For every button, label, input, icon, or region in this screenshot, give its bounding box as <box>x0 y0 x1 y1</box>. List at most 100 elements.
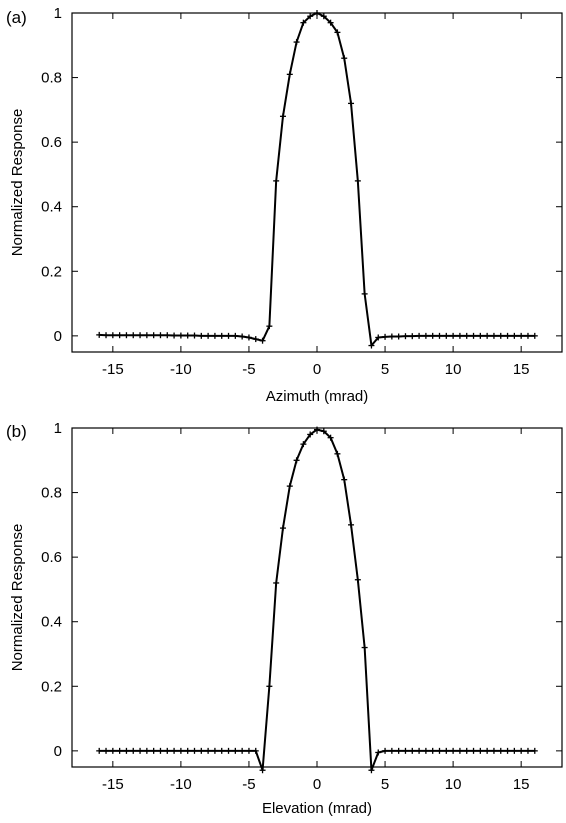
data-point <box>436 747 443 754</box>
y-tick-label: 0.8 <box>41 485 62 502</box>
data-point <box>382 747 389 754</box>
data-point <box>157 332 164 339</box>
panel-b: -15 -10 -5 0 5 10 15 0 0.2 0.4 0.6 0.8 1 Elevation (m… <box>6 420 563 817</box>
data-point <box>436 332 443 339</box>
data-point <box>368 342 375 349</box>
data-point <box>456 747 463 754</box>
data-point <box>416 332 423 339</box>
data-point <box>177 332 184 339</box>
data-point <box>348 100 355 107</box>
y-tick-label: 0.6 <box>41 549 62 566</box>
data-point <box>130 332 137 339</box>
data-point <box>123 332 130 339</box>
data-point <box>252 747 259 754</box>
data-point <box>504 332 511 339</box>
data-point <box>463 747 470 754</box>
data-point <box>314 10 320 16</box>
data-point <box>130 747 137 754</box>
data-point <box>218 747 225 754</box>
y-tick-label: 0.8 <box>41 70 62 87</box>
data-point <box>484 747 491 754</box>
data-point <box>211 747 218 754</box>
x-tick-label: -10 <box>170 361 192 378</box>
data-point <box>184 747 191 754</box>
x-tick-label: -5 <box>242 361 255 378</box>
data-point <box>232 332 239 339</box>
y-axis-title: Normalized Response <box>9 109 26 257</box>
data-point <box>143 332 150 339</box>
x-tick-label: 0 <box>313 361 321 378</box>
data-point <box>184 332 191 339</box>
data-point <box>504 747 511 754</box>
data-point <box>382 333 389 340</box>
x-tick-label: 5 <box>381 776 389 793</box>
data-point <box>375 749 382 756</box>
data-point <box>497 747 504 754</box>
x-axis-title: Elevation (mrad) <box>262 800 372 817</box>
y-tick-label: 0 <box>54 328 62 345</box>
y-tick-label: 0.2 <box>41 678 62 695</box>
x-axis-title: Azimuth (mrad) <box>266 388 369 405</box>
data-point <box>116 332 123 339</box>
data-point <box>443 747 450 754</box>
data-point <box>456 332 463 339</box>
data-point <box>137 747 144 754</box>
y-tick-label: 0.2 <box>41 263 62 280</box>
data-point <box>259 337 266 344</box>
x-tick-label: -15 <box>102 361 124 378</box>
data-point <box>450 332 457 339</box>
data-point <box>259 767 266 774</box>
data-point <box>109 747 116 754</box>
x-tick-label: -15 <box>102 776 124 793</box>
data-point <box>198 332 205 339</box>
x-tick-label: -5 <box>242 776 255 793</box>
data-point <box>409 747 416 754</box>
data-point <box>518 332 525 339</box>
data-point <box>239 747 246 754</box>
data-point <box>286 483 293 490</box>
data-point <box>388 747 395 754</box>
data-point <box>388 333 395 340</box>
data-point <box>225 332 232 339</box>
data-point <box>422 747 429 754</box>
data-point <box>490 332 497 339</box>
data-point <box>348 521 355 528</box>
panel-label: (a) <box>6 8 27 27</box>
data-point <box>171 747 178 754</box>
data-point <box>191 747 198 754</box>
data-point <box>103 332 110 339</box>
data-point <box>531 332 538 339</box>
x-tick-label: 10 <box>445 776 462 793</box>
data-point <box>463 332 470 339</box>
data-point <box>327 434 334 441</box>
data-point <box>511 332 518 339</box>
data-point <box>245 747 252 754</box>
data-point <box>429 747 436 754</box>
y-tick-label: 0.6 <box>41 134 62 151</box>
y-tick-label: 1 <box>54 420 62 437</box>
data-point <box>320 13 327 20</box>
data-point <box>334 29 341 36</box>
data-point <box>293 457 300 464</box>
data-point <box>524 747 531 754</box>
data-point <box>443 332 450 339</box>
x-tick-label: -10 <box>170 776 192 793</box>
data-point <box>143 747 150 754</box>
data-point <box>368 767 375 774</box>
data-point <box>286 71 293 78</box>
data-point <box>477 332 484 339</box>
data-point <box>266 323 273 330</box>
data-point <box>402 747 409 754</box>
y-tick-label: 0.4 <box>41 614 62 631</box>
data-point <box>96 747 103 754</box>
x-tick-label: 15 <box>513 776 530 793</box>
data-point <box>511 747 518 754</box>
data-point <box>497 332 504 339</box>
series-line <box>99 428 535 772</box>
data-point <box>518 747 525 754</box>
data-point <box>531 747 538 754</box>
data-point <box>450 747 457 754</box>
data-point <box>320 428 327 435</box>
data-point <box>307 431 314 438</box>
